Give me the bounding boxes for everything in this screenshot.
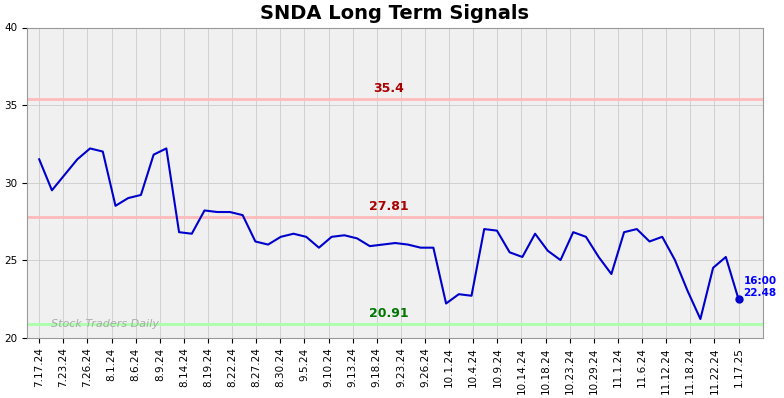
Text: 20.91: 20.91: [369, 306, 408, 320]
Text: 35.4: 35.4: [373, 82, 405, 95]
Text: 16:00
22.48: 16:00 22.48: [743, 276, 776, 298]
Text: Stock Traders Daily: Stock Traders Daily: [51, 319, 159, 329]
Title: SNDA Long Term Signals: SNDA Long Term Signals: [260, 4, 529, 23]
Text: 27.81: 27.81: [369, 200, 408, 213]
